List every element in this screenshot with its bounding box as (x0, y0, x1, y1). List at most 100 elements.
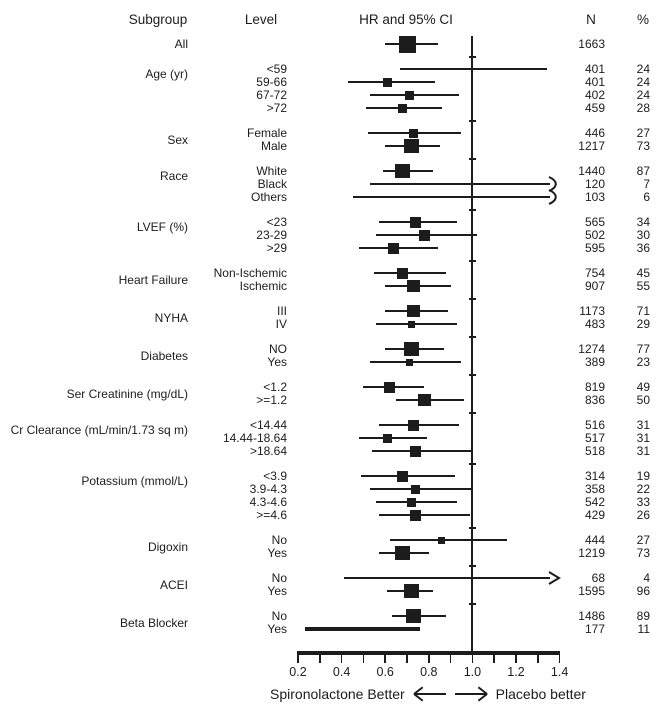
n-value: 542 (584, 495, 605, 509)
x-axis-caption: Spironolactone Better Placebo better (270, 686, 586, 702)
n-value: 1440 (578, 164, 605, 178)
ci-line (376, 500, 458, 504)
reference-line-group-tick (468, 526, 476, 529)
hr-point-marker (407, 279, 420, 293)
reference-line-group-tick (468, 564, 476, 567)
hr-point-marker (407, 304, 420, 318)
ci-line (389, 538, 508, 542)
column-header-hr-ci: HR and 95% CI (359, 12, 453, 27)
n-value: 565 (584, 215, 605, 229)
caption-left-label: Spironolactone Better (270, 686, 405, 702)
x-axis-tick (471, 651, 474, 663)
pct-value: 28 (636, 101, 650, 115)
n-value: 836 (584, 393, 605, 407)
n-value: 177 (584, 622, 605, 636)
n-value: 518 (584, 444, 605, 458)
ci-truncation-arrowhead-icon (548, 571, 561, 585)
n-value: 754 (584, 266, 605, 280)
ci-line (376, 322, 458, 326)
subgroup-label: LVEF (%) (136, 220, 188, 234)
x-axis-tick-label: 1.2 (507, 665, 525, 679)
pct-value: 89 (636, 609, 650, 623)
subgroup-label: NYHA (154, 310, 188, 325)
hr-point-marker (418, 393, 431, 407)
reference-line-group-tick (468, 259, 476, 262)
n-value: 907 (584, 279, 605, 293)
n-value: 502 (584, 228, 605, 242)
n-value: 819 (584, 380, 605, 394)
level-label: Female (246, 126, 287, 140)
reference-line-group-tick (468, 335, 476, 338)
subgroup-label: Potassium (mmol/L) (81, 474, 188, 488)
reference-line-group-tick (468, 462, 476, 465)
hr-point-marker (395, 545, 410, 561)
pct-value: 36 (636, 241, 650, 255)
hr-point-marker (397, 470, 409, 482)
subgroup-label: Cr Clearance (mL/min/1.73 sq m) (10, 423, 188, 437)
ci-line (374, 271, 447, 275)
ci-line (352, 195, 550, 199)
hr-point-marker (410, 216, 422, 228)
level-label: NO (269, 342, 287, 356)
subgroup-label: Diabetes (140, 348, 188, 363)
x-axis-tick (558, 651, 561, 663)
column-header-pct: % (636, 12, 650, 27)
pct-value: 30 (636, 228, 650, 242)
hr-point-marker (398, 103, 408, 113)
pct-value: 55 (636, 279, 650, 293)
ci-line (369, 487, 473, 491)
level-label: No (271, 571, 287, 585)
level-label: White (256, 164, 287, 178)
n-value: 516 (584, 418, 605, 432)
reference-line-group-tick (468, 602, 476, 605)
subgroup-label: ACEI (159, 577, 188, 592)
hr-point-marker (406, 608, 421, 624)
level-label: >=1.2 (256, 393, 287, 407)
column-header-level: Level (244, 12, 278, 27)
level-label: Male (260, 139, 287, 153)
hr-point-marker (410, 509, 422, 521)
n-value: 1217 (578, 139, 605, 153)
ci-line (369, 182, 550, 186)
ci-line (359, 436, 427, 440)
n-value: 358 (584, 482, 605, 496)
x-axis-tick (319, 651, 321, 663)
subgroup-label: Beta Blocker (119, 615, 188, 630)
x-axis-tick-label: 1.4 (550, 665, 569, 679)
subgroup-label: Digoxin (147, 539, 188, 554)
level-label: Yes (267, 546, 287, 560)
n-value: 595 (584, 241, 605, 255)
x-axis-tick (449, 651, 452, 663)
pct-value: 11 (637, 622, 650, 636)
ci-line (369, 93, 460, 97)
pct-value: 73 (636, 139, 650, 153)
pct-value: 71 (636, 304, 650, 318)
ci-line (369, 360, 462, 364)
pct-value: 24 (636, 75, 650, 89)
ci-truncation-curved-arrowhead-icon (548, 189, 557, 205)
pct-value: 31 (636, 431, 650, 445)
pct-value: 24 (636, 88, 650, 102)
level-label: No (271, 609, 287, 623)
n-value: 402 (584, 88, 605, 102)
level-label: 59-66 (256, 75, 287, 89)
level-label: Others (250, 190, 287, 204)
n-value: 1486 (578, 609, 605, 623)
pct-value: 27 (636, 533, 650, 547)
reference-line-group-tick (468, 411, 476, 414)
reference-line-group-tick (468, 55, 476, 58)
n-value: 483 (584, 317, 605, 331)
x-axis-tick-label: 1.0 (463, 665, 482, 679)
n-value: 314 (584, 469, 605, 483)
pct-value: 50 (636, 393, 650, 407)
ci-line (378, 513, 471, 517)
x-axis-tick (406, 651, 408, 663)
x-axis-tick (384, 651, 386, 663)
hr-point-marker (410, 445, 422, 457)
pct-value: 4 (643, 571, 650, 585)
ci-line (372, 449, 473, 453)
level-label: >29 (266, 241, 287, 255)
level-label: >72 (266, 101, 287, 115)
pct-value: 19 (636, 469, 650, 483)
level-label: <23 (266, 215, 287, 229)
